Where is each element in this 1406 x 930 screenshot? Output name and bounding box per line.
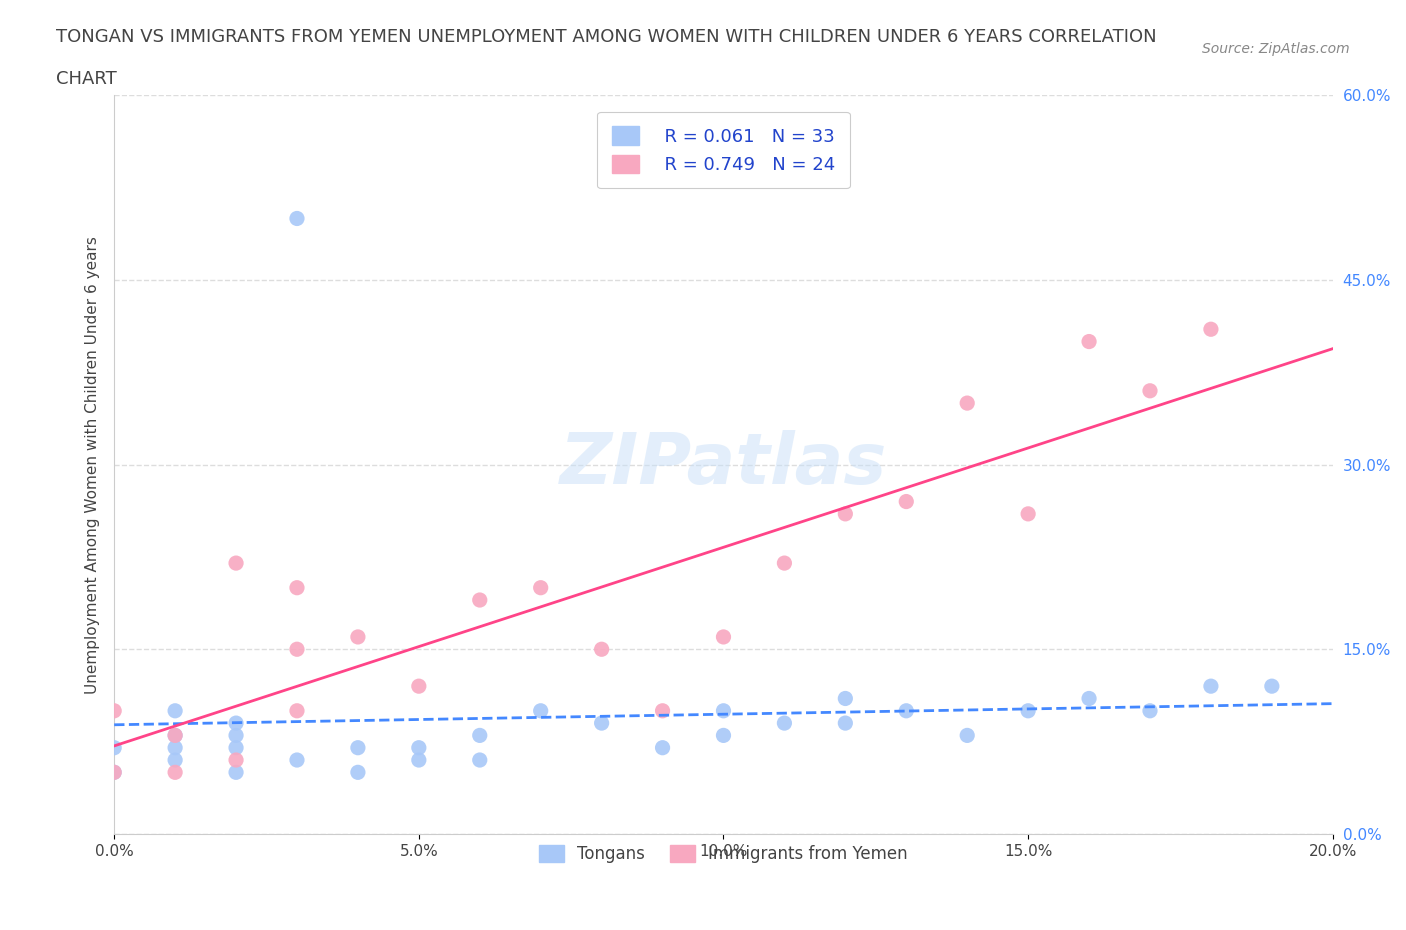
Point [165, 728, 187, 743]
Point [285, 642, 308, 657]
Point [165, 764, 187, 779]
Point [530, 580, 553, 595]
Point [408, 740, 430, 755]
Point [834, 507, 856, 522]
Point [896, 494, 918, 509]
Point [1017, 507, 1039, 522]
Point [530, 703, 553, 718]
Point [1139, 383, 1161, 398]
Point [773, 716, 796, 731]
Point [408, 679, 430, 694]
Point [713, 728, 735, 743]
Point [165, 752, 187, 767]
Point [347, 740, 370, 755]
Legend: Tongans, Immigrants from Yemen: Tongans, Immigrants from Yemen [533, 838, 915, 870]
Point [956, 728, 979, 743]
Point [103, 764, 125, 779]
Point [225, 740, 247, 755]
Point [896, 703, 918, 718]
Point [651, 703, 673, 718]
Point [468, 728, 491, 743]
Point [103, 764, 125, 779]
Point [591, 716, 613, 731]
Point [103, 703, 125, 718]
Point [225, 555, 247, 570]
Point [285, 752, 308, 767]
Point [1261, 679, 1284, 694]
Text: Source: ZipAtlas.com: Source: ZipAtlas.com [1202, 42, 1350, 56]
Point [773, 555, 796, 570]
Point [1139, 703, 1161, 718]
Point [285, 211, 308, 226]
Point [408, 752, 430, 767]
Point [225, 764, 247, 779]
Text: CHART: CHART [56, 70, 117, 87]
Point [347, 630, 370, 644]
Point [165, 703, 187, 718]
Point [834, 716, 856, 731]
Y-axis label: Unemployment Among Women with Children Under 6 years: Unemployment Among Women with Children U… [86, 235, 100, 694]
Point [285, 580, 308, 595]
Point [165, 728, 187, 743]
Point [225, 728, 247, 743]
Point [468, 592, 491, 607]
Point [1199, 679, 1222, 694]
Point [225, 716, 247, 731]
Point [347, 764, 370, 779]
Point [1017, 703, 1039, 718]
Point [165, 740, 187, 755]
Point [956, 395, 979, 410]
Point [713, 630, 735, 644]
Point [1078, 334, 1101, 349]
Point [834, 691, 856, 706]
Point [1078, 691, 1101, 706]
Point [591, 642, 613, 657]
Point [1199, 322, 1222, 337]
Point [225, 752, 247, 767]
Text: TONGAN VS IMMIGRANTS FROM YEMEN UNEMPLOYMENT AMONG WOMEN WITH CHILDREN UNDER 6 Y: TONGAN VS IMMIGRANTS FROM YEMEN UNEMPLOY… [56, 28, 1157, 46]
Point [713, 703, 735, 718]
Point [285, 703, 308, 718]
Point [651, 740, 673, 755]
Text: ZIPatlas: ZIPatlas [560, 431, 887, 499]
Point [103, 740, 125, 755]
Point [468, 752, 491, 767]
